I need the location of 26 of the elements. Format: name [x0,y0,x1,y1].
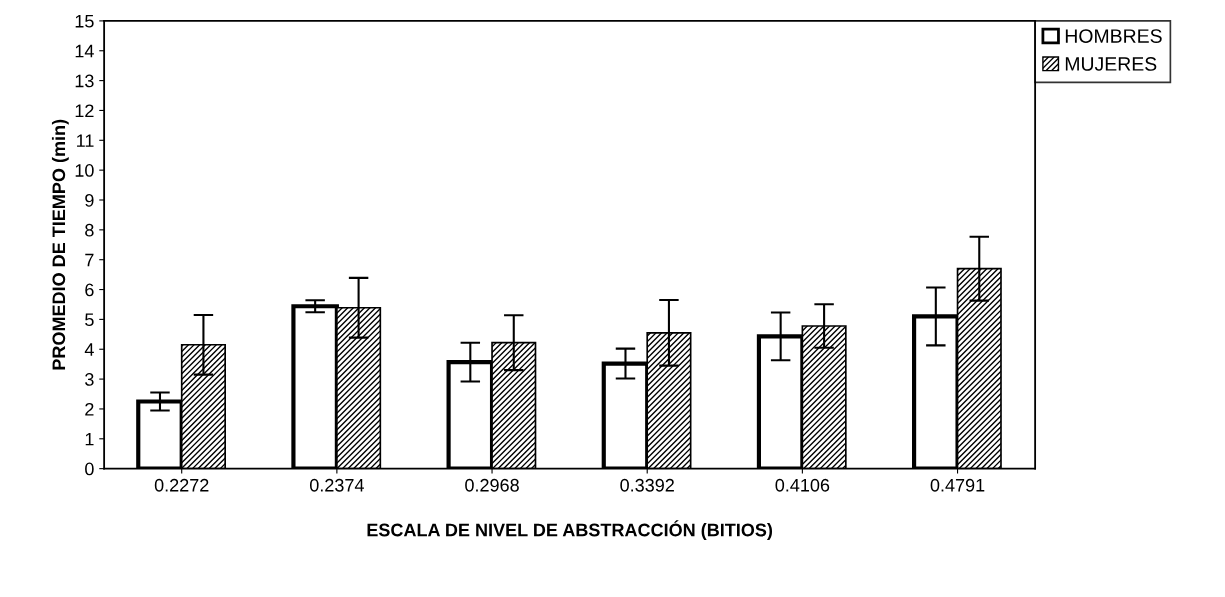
y-tick-label: 13 [75,74,94,88]
legend-label: HOMBRES [1065,29,1162,43]
y-tick-label: 0 [85,462,94,476]
y-tick-label: 12 [75,104,94,117]
x-tick-label: 0.2374 [309,478,364,492]
x-tick-label: 0.4791 [930,478,985,492]
x-tick-label: 0.3392 [620,478,674,492]
x-tick-label: 0.4106 [775,478,830,492]
y-tick-label: 14 [75,44,94,58]
x-axis-title: ESCALA DE NIVEL DE ABSTRACCIÓN (BITIOS) [367,520,773,540]
y-tick-label: 9 [85,193,94,207]
y-tick-label: 5 [85,313,94,327]
y-tick-label: 6 [85,283,94,297]
y-tick-label: 4 [84,343,94,356]
y-tick-label: 2 [85,402,94,416]
legend-label: MUJERES [1065,57,1157,71]
y-tick-label: 11 [77,134,94,147]
y-tick-label: 10 [75,164,94,177]
y-tick-label: 1 [85,432,94,446]
x-tick-label: 0.2968 [465,478,519,492]
y-axis-title: PROMEDIO DE TIEMPO (min) [51,119,69,370]
y-tick-label: 7 [85,253,94,267]
y-tick-label: 3 [85,373,94,386]
y-tick-label: 15 [75,15,94,28]
x-tick-label: 0.2272 [154,478,209,492]
y-tick-label: 8 [85,223,94,237]
